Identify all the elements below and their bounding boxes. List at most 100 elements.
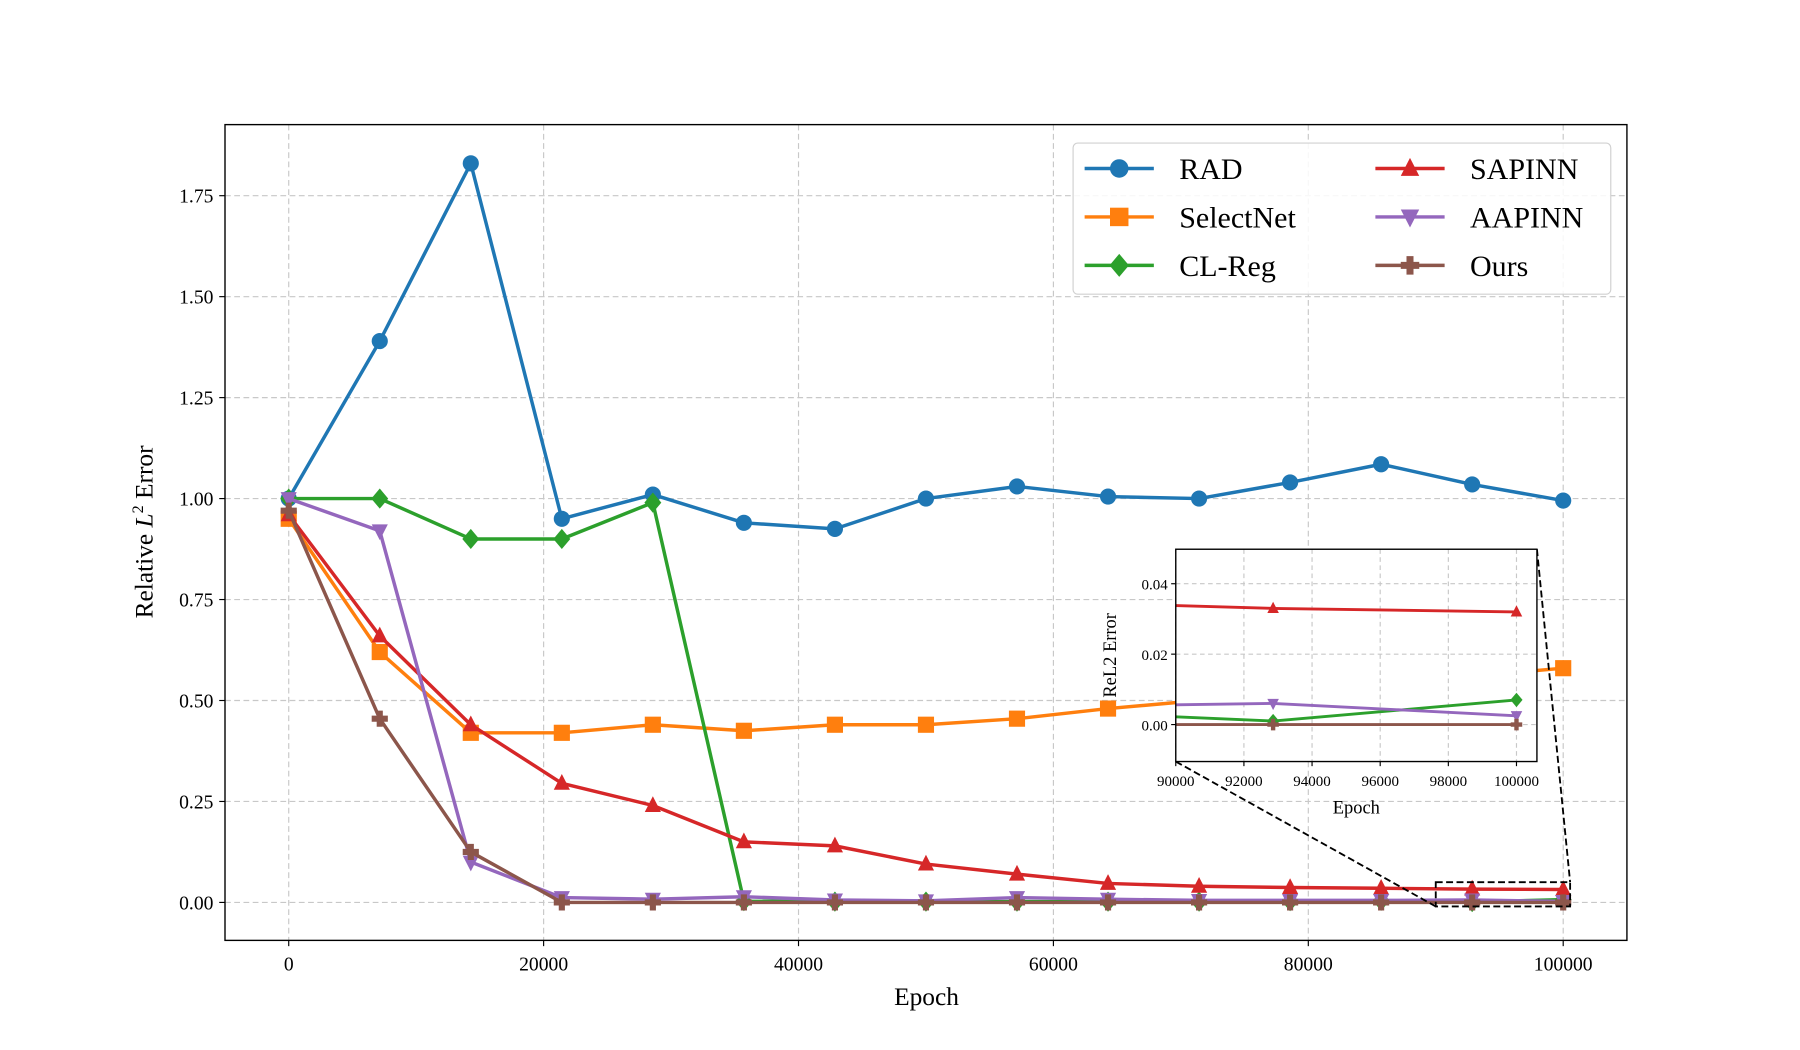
y-tick-label: 0.75 xyxy=(179,590,214,611)
data-point xyxy=(826,836,844,853)
y-tick-label: 0.50 xyxy=(179,691,214,712)
data-point xyxy=(826,894,844,911)
inset-x-tick-label: 100000 xyxy=(1494,774,1539,790)
legend: RAD SelectNet CL-Reg SAPINN AAPINN Ours xyxy=(1072,142,1612,295)
legend-marker xyxy=(1109,253,1129,277)
data-point xyxy=(1008,710,1026,727)
legend-item-cl-reg: CL-Reg xyxy=(1084,250,1276,283)
x-tick-label: 100000 xyxy=(1534,954,1593,975)
inset-data-point xyxy=(1267,698,1279,711)
data-point xyxy=(462,528,480,550)
legend-label: SAPINN xyxy=(1470,153,1578,186)
inset-x-tick-label: 96000 xyxy=(1361,774,1399,790)
legend-label: Ours xyxy=(1470,250,1528,283)
legend-marker xyxy=(1110,159,1129,178)
legend-label: RAD xyxy=(1179,153,1242,186)
data-point xyxy=(462,715,479,732)
x-tick-label: 40000 xyxy=(774,954,823,975)
data-point xyxy=(1555,894,1572,911)
inset-x-tick-label: 94000 xyxy=(1293,774,1331,790)
data-point xyxy=(1464,879,1481,896)
zoom-connector xyxy=(1175,760,1437,908)
data-point xyxy=(371,524,388,541)
inset-series-line xyxy=(1175,604,1517,614)
data-point xyxy=(644,492,662,513)
data-point xyxy=(462,843,479,861)
data-point xyxy=(1373,879,1390,895)
data-point xyxy=(1282,474,1299,491)
data-point xyxy=(1464,894,1481,911)
inset-background xyxy=(1175,549,1537,762)
legend-item-sapinn: SAPINN xyxy=(1375,153,1578,186)
series-ours xyxy=(280,502,1572,911)
data-point xyxy=(371,626,388,643)
zoom-connector xyxy=(1536,549,1572,883)
data-point xyxy=(1190,894,1208,911)
inset-y-tick-label: 0.02 xyxy=(1141,648,1167,664)
data-point xyxy=(1190,490,1208,507)
data-point xyxy=(553,774,570,790)
data-point xyxy=(644,894,661,911)
x-tick-label: 0 xyxy=(284,954,294,975)
x-tick-label: 20000 xyxy=(519,954,568,975)
data-point xyxy=(1008,864,1026,881)
inset-y-axis-label: ReL2 Error xyxy=(1100,613,1120,698)
inset-data-point xyxy=(1510,711,1523,723)
inset-x-tick-label: 90000 xyxy=(1157,774,1195,790)
main-ticks: 0 20000 40000 60000 80000 100000 0.00 0.25 0.50 0… xyxy=(179,187,1593,976)
legend-label: SelectNet xyxy=(1179,201,1296,234)
y-tick-label: 1.75 xyxy=(179,187,214,208)
legend-label: AAPINN xyxy=(1470,201,1583,234)
data-point xyxy=(917,716,935,733)
legend-item-aapinn: AAPINN xyxy=(1375,201,1583,234)
data-point xyxy=(1099,700,1117,717)
inset-series-ours xyxy=(1175,718,1523,731)
y-tick-label: 1.25 xyxy=(179,389,214,410)
y-tick-label: 0.00 xyxy=(179,893,214,914)
inset-series-sapinn xyxy=(1175,601,1523,617)
data-point xyxy=(735,832,752,849)
legend-marker xyxy=(1400,157,1420,176)
data-point xyxy=(1282,878,1299,894)
data-point xyxy=(1099,488,1117,505)
inset-x-tick-label: 92000 xyxy=(1225,774,1263,790)
inset-x-tick-label: 98000 xyxy=(1430,774,1468,790)
data-point xyxy=(1008,478,1026,495)
legend-marker xyxy=(1400,209,1420,228)
x-axis-label: Epoch xyxy=(894,983,959,1011)
data-point xyxy=(553,894,570,911)
data-point xyxy=(371,488,389,509)
inset-chart: 90000 92000 94000 96000 98000 100000 0.00 0.02 0… xyxy=(1100,548,1539,817)
data-point xyxy=(1555,880,1572,896)
inset-data-point xyxy=(1267,601,1279,613)
data-point xyxy=(1464,476,1481,493)
data-point xyxy=(826,520,844,537)
y-tick-label: 1.00 xyxy=(179,490,214,511)
data-point xyxy=(553,528,571,550)
legend-item-ours: Ours xyxy=(1375,250,1528,283)
legend-item-selectnet: SelectNet xyxy=(1084,201,1297,234)
inset-series-aapinn xyxy=(1175,698,1523,723)
series-sapinn xyxy=(280,505,1572,896)
y-tick-label: 1.50 xyxy=(179,288,214,309)
data-point xyxy=(917,854,935,871)
inset-x-axis-label: Epoch xyxy=(1333,797,1380,817)
data-point xyxy=(553,510,570,527)
data-point xyxy=(1373,894,1390,911)
inset-data-point xyxy=(1510,718,1523,731)
data-point xyxy=(826,716,844,733)
data-point xyxy=(280,502,297,519)
legend-marker xyxy=(1110,207,1129,227)
data-point xyxy=(371,643,388,661)
data-point xyxy=(371,710,388,727)
inset-y-tick-label: 0.00 xyxy=(1141,718,1167,734)
data-point xyxy=(1282,894,1299,911)
data-point xyxy=(735,894,752,911)
inset-data-point xyxy=(1267,718,1279,731)
y-tick-label: 0.25 xyxy=(179,792,214,813)
data-point xyxy=(917,894,935,911)
data-point xyxy=(644,796,661,812)
legend-marker xyxy=(1400,256,1420,275)
data-point xyxy=(917,490,935,507)
